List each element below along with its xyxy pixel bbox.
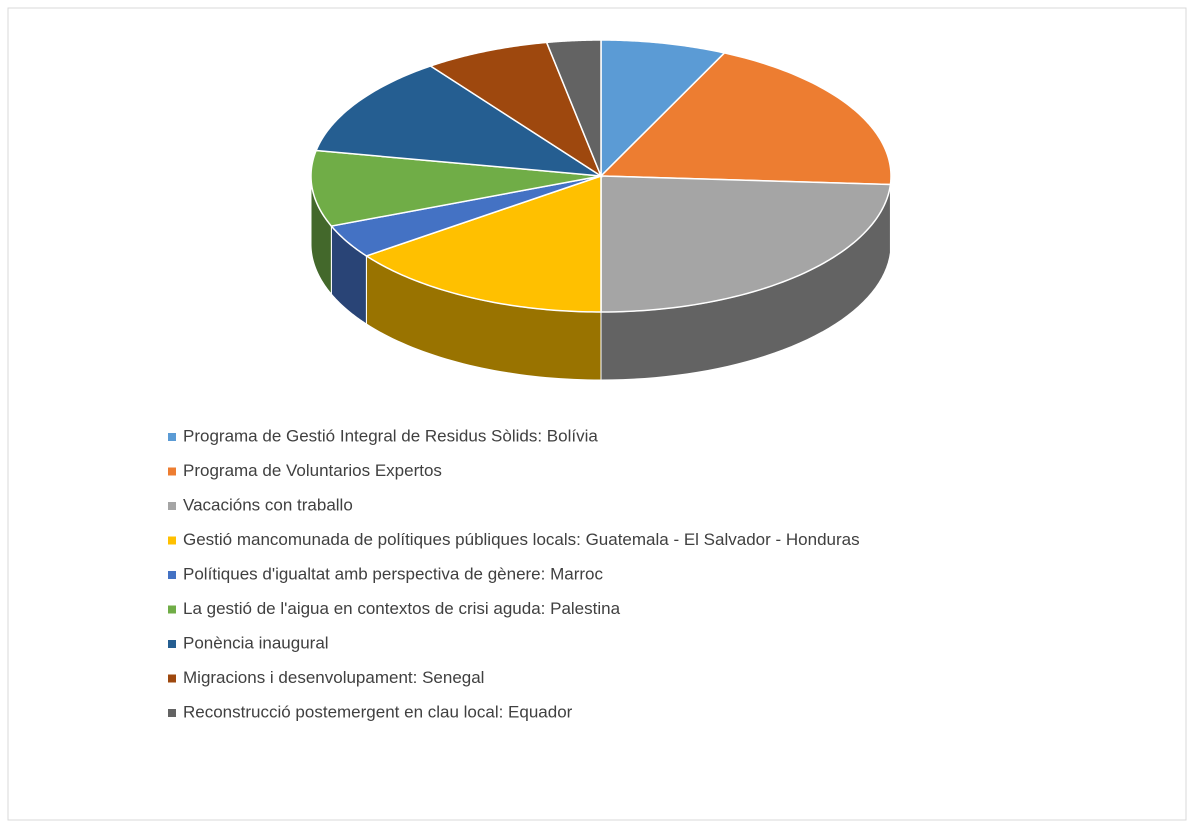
legend-swatch [168, 605, 176, 614]
pie-slice [545, 39, 602, 177]
pie-slice [599, 52, 892, 186]
legend-label: Programa de Voluntarios Expertos [183, 461, 442, 480]
pie-slice [315, 65, 602, 177]
pie-slice [364, 174, 602, 313]
legend-label: Gestió mancomunada de polítiques públiqu… [183, 530, 860, 549]
legend-swatch [168, 709, 176, 717]
legend-swatch [168, 571, 176, 579]
legend-label: Polítiques d'igualtat amb perspectiva de… [183, 564, 603, 583]
pie-slice [329, 175, 602, 257]
legend-swatch [168, 467, 176, 476]
pie-slice [310, 149, 602, 227]
legend-label: Programa de Gestió Integral de Residus S… [183, 426, 598, 445]
legend-label: Reconstrucció postemergent en clau local… [183, 702, 573, 721]
legend-swatch [168, 536, 176, 545]
legend-label: Vacacións con traballo [183, 495, 353, 514]
legend-label: Ponència inaugural [183, 633, 329, 652]
legend-swatch [168, 674, 176, 683]
pie-slice [600, 175, 892, 313]
legend-swatch [168, 502, 176, 510]
legend-swatch [168, 640, 176, 648]
pie-slice [428, 41, 603, 178]
legend-label: Migracions i desenvolupament: Senegal [183, 668, 484, 687]
legend-swatch [168, 433, 176, 441]
pie-slice [600, 39, 726, 178]
legend-label: La gestió de l'aigua en contextos de cri… [183, 599, 621, 618]
